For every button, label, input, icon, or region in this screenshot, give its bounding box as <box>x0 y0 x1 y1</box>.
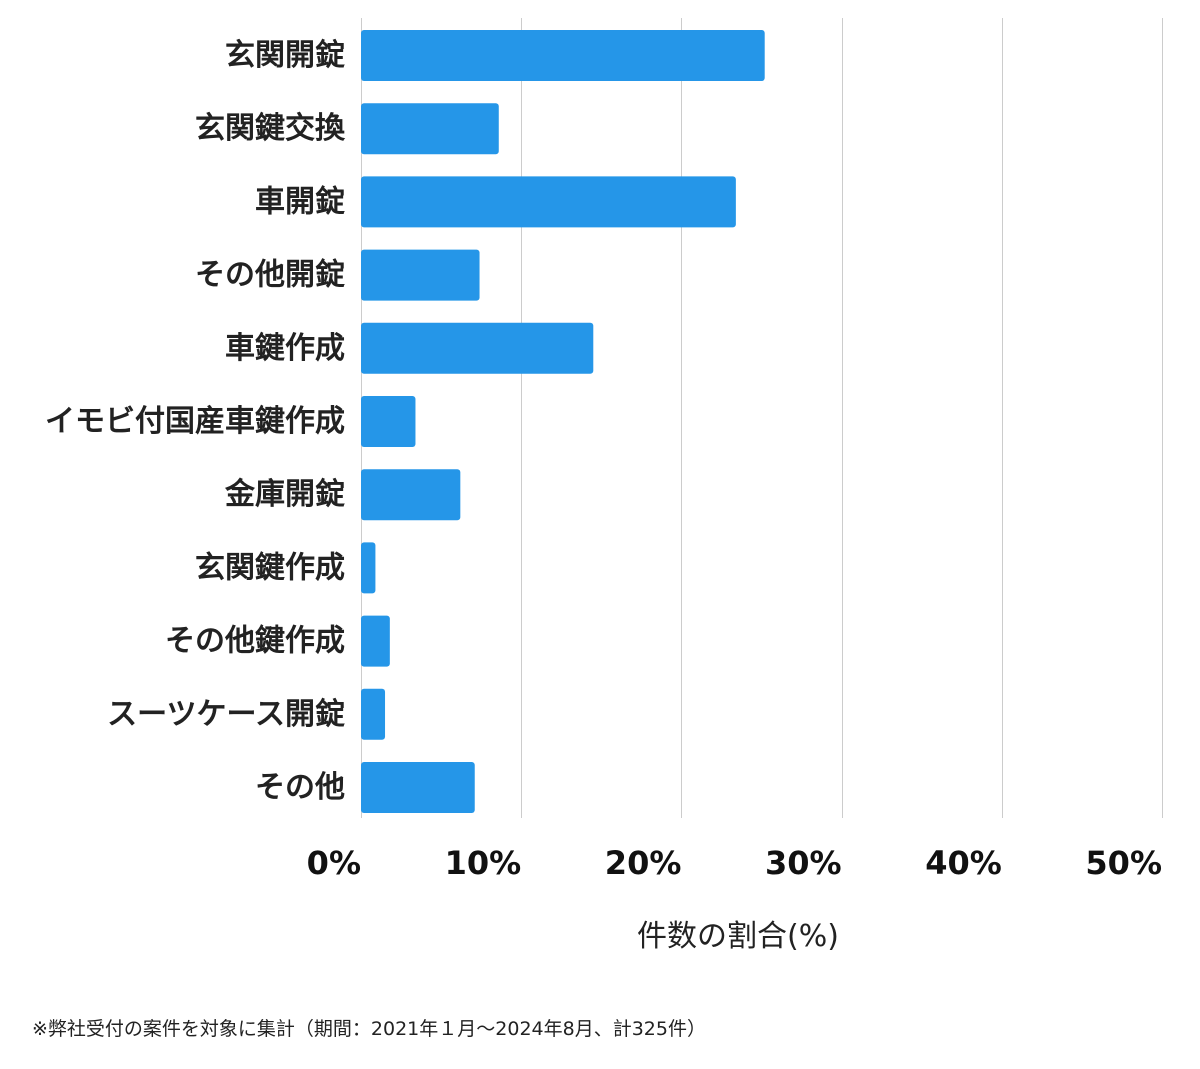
category-label: 玄関開錠 <box>225 38 345 73</box>
bars <box>361 30 765 813</box>
bar <box>361 30 765 81</box>
x-tick-label: 20% <box>605 844 682 882</box>
category-labels: 玄関開錠玄関鍵交換車開錠その他開錠車鍵作成イモビ付国産車鍵作成金庫開錠玄関鍵作成… <box>45 38 346 805</box>
category-label: その他開錠 <box>195 258 345 293</box>
category-label: 玄関鍵交換 <box>195 111 346 146</box>
bar <box>361 396 416 447</box>
bar <box>361 103 499 155</box>
bar <box>361 542 376 594</box>
bar <box>361 469 461 521</box>
category-label: 金庫開錠 <box>224 477 345 512</box>
x-tick-label: 40% <box>925 844 1002 882</box>
bar <box>361 322 594 374</box>
category-label: 玄関鍵作成 <box>195 550 345 585</box>
bar <box>361 688 386 740</box>
bar <box>361 615 390 667</box>
x-tick-label: 30% <box>765 844 842 882</box>
bar <box>361 176 736 228</box>
x-tick-label: 10% <box>445 844 522 882</box>
category-label: 車鍵作成 <box>225 331 345 366</box>
category-label: その他 <box>255 770 345 805</box>
category-label: イモビ付国産車鍵作成 <box>45 404 345 439</box>
gridlines <box>361 18 1163 818</box>
x-axis-title: 件数の割合(%) <box>637 919 839 954</box>
category-label: 車開錠 <box>255 184 345 219</box>
x-tick-labels: 0% 10% 20% 30% 40% 50% <box>307 844 1162 882</box>
x-tick-label: 50% <box>1085 844 1162 882</box>
bar <box>361 762 475 813</box>
x-tick-label: 0% <box>307 844 361 882</box>
footnote: ※弊社受付の案件を対象に集計（期間：2021年１月〜2024年8月、計325件） <box>32 1018 706 1040</box>
category-label: スーツケース開錠 <box>107 697 345 732</box>
chart-svg: 玄関開錠玄関鍵交換車開錠その他開錠車鍵作成イモビ付国産車鍵作成金庫開錠玄関鍵作成… <box>45 18 1163 954</box>
bar <box>361 249 480 301</box>
category-label: その他鍵作成 <box>165 624 345 659</box>
